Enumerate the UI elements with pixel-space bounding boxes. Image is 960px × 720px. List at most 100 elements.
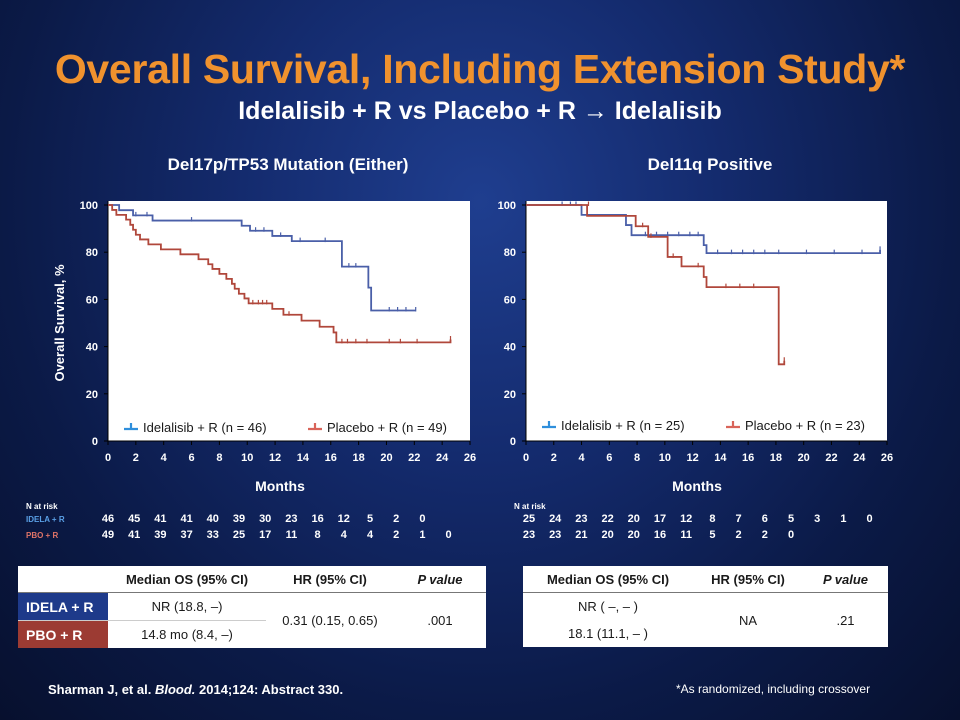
at-risk-value: 0: [867, 513, 873, 525]
x-tick-label: 16: [325, 452, 337, 464]
at-risk-value: 4: [341, 529, 348, 541]
reference-details: 2014;124: Abstract 330.: [199, 682, 344, 697]
at-risk-value: 33: [207, 529, 219, 541]
x-tick-label: 6: [188, 452, 194, 464]
at-risk-value: 23: [575, 513, 587, 525]
at-risk-value: 39: [233, 513, 245, 525]
x-tick-label: 8: [216, 452, 222, 464]
series-line-idela: [526, 204, 881, 255]
table-header: P value: [803, 566, 888, 593]
x-tick-label: 12: [269, 452, 281, 464]
p-value: .001: [427, 613, 453, 628]
at-risk-value: 7: [736, 513, 742, 525]
at-risk-value: 37: [180, 529, 192, 541]
y-tick-label: 20: [86, 389, 98, 401]
reference-authors: Sharman J, et al.: [48, 682, 152, 697]
x-tick-label: 4: [578, 452, 585, 464]
legend-label: Idelalisib + R (n = 25): [561, 418, 685, 433]
at-risk-value: 41: [154, 513, 166, 525]
at-risk-value: 5: [788, 513, 794, 525]
y-axis-label: Overall Survival, %: [52, 264, 67, 382]
at-risk-value: 2: [393, 513, 399, 525]
median-os-placebo: 18.1 (11.1, – ): [568, 626, 648, 641]
at-risk-value: 17: [654, 513, 666, 525]
x-tick-label: 24: [853, 452, 866, 464]
table-header: P value: [394, 566, 486, 593]
plot-area: [108, 201, 470, 441]
median-os-placebo: 14.8 mo (8.4, –): [141, 627, 233, 642]
x-tick-label: 24: [436, 452, 449, 464]
at-risk-row-label: PBO + R: [26, 531, 58, 540]
left-os-table: Median OS (95% CI) HR (95% CI) P value I…: [18, 566, 486, 648]
y-tick-label: 40: [504, 342, 516, 354]
at-risk-value: 2: [736, 529, 742, 541]
at-risk-value: 4: [367, 529, 374, 541]
at-risk-value: 23: [549, 529, 561, 541]
x-tick-label: 12: [686, 452, 698, 464]
at-risk-value: 22: [601, 513, 613, 525]
x-tick-label: 20: [798, 452, 810, 464]
x-tick-label: 10: [659, 452, 671, 464]
median-os-idela: NR ( –, – ): [578, 599, 638, 614]
x-tick-label: 0: [523, 452, 529, 464]
at-risk-value: 20: [628, 513, 640, 525]
x-tick-label: 10: [241, 452, 253, 464]
at-risk-value: 23: [285, 513, 297, 525]
legend-swatch: [308, 423, 322, 431]
legend-swatch: [124, 423, 138, 431]
at-risk-header: N at risk: [514, 502, 546, 511]
at-risk-value: 46: [102, 513, 114, 525]
at-risk-value: 11: [286, 529, 298, 541]
y-tick-label: 100: [80, 200, 98, 212]
x-tick-label: 16: [742, 452, 754, 464]
at-risk-value: 0: [446, 529, 452, 541]
at-risk-value: 41: [180, 513, 192, 525]
at-risk-value: 49: [102, 529, 114, 541]
at-risk-value: 5: [709, 529, 715, 541]
at-risk-value: 11: [680, 529, 692, 541]
hazard-ratio: 0.31 (0.15, 0.65): [282, 613, 378, 628]
legend-label: Placebo + R (n = 23): [745, 418, 865, 433]
footnote: *As randomized, including crossover: [676, 682, 871, 696]
x-tick-label: 2: [133, 452, 139, 464]
reference: Sharman J, et al. Blood. 2014;124: Abstr…: [48, 682, 343, 697]
table-header: [18, 566, 108, 593]
at-risk-value: 20: [628, 529, 640, 541]
at-risk-value: 40: [207, 513, 219, 525]
slide-title: Overall Survival, Including Extension St…: [54, 46, 906, 92]
legend-label: Idelalisib + R (n = 46): [143, 420, 267, 435]
x-tick-label: 2: [551, 452, 557, 464]
legend-label: Placebo + R (n = 49): [327, 420, 447, 435]
y-tick-label: 40: [86, 342, 98, 354]
at-risk-value: 20: [601, 529, 613, 541]
at-risk-value: 1: [419, 529, 425, 541]
series-line-placebo: [526, 204, 786, 366]
at-risk-row-label: IDELA + R: [26, 515, 65, 524]
right-panel-title: Del11q Positive: [647, 155, 773, 174]
at-risk-header: N at risk: [26, 502, 58, 511]
hazard-ratio: NA: [738, 612, 758, 628]
x-tick-label: 22: [825, 452, 837, 464]
y-tick-label: 0: [510, 436, 516, 448]
right-os-table: Median OS (95% CI) HR (95% CI) P value N…: [523, 566, 888, 647]
p-value: .21: [836, 612, 855, 628]
at-risk-value: 8: [315, 529, 321, 541]
at-risk-value: 2: [393, 529, 399, 541]
y-tick-label: 80: [86, 247, 98, 259]
at-risk-value: 45: [128, 513, 140, 525]
y-tick-label: 20: [504, 389, 516, 401]
legend-swatch: [726, 421, 740, 429]
y-tick-label: 60: [86, 294, 98, 306]
at-risk-value: 30: [259, 513, 271, 525]
series-line-idela: [108, 204, 416, 312]
x-tick-label: 26: [881, 452, 893, 464]
x-tick-label: 14: [297, 452, 310, 464]
table-header: HR (95% CI): [693, 566, 803, 593]
at-risk-value: 24: [549, 513, 562, 525]
y-tick-label: 60: [504, 294, 516, 306]
at-risk-value: 16: [654, 529, 666, 541]
x-tick-label: 8: [634, 452, 640, 464]
x-tick-label: 14: [714, 452, 727, 464]
x-axis-label: Months: [255, 478, 305, 494]
